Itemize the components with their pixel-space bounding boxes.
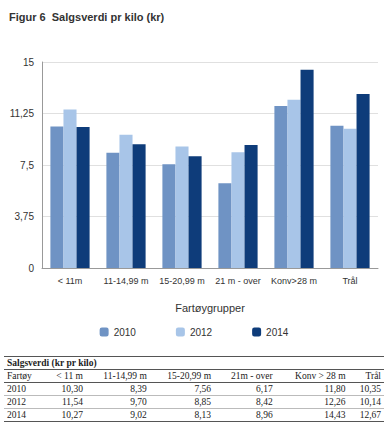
html-text:Trål: Trål [365, 371, 381, 381]
html-text:9,70: 9,70 [130, 397, 147, 407]
html-text:7,56: 7,56 [194, 384, 212, 394]
svg-text:7,5: 7,5 [20, 160, 34, 171]
html-text:12,67: 12,67 [359, 410, 381, 420]
html-text:14,43: 14,43 [324, 410, 346, 420]
html-text:Konv > 28 m: Konv > 28 m [295, 371, 346, 381]
html-text:10,14: 10,14 [359, 397, 381, 407]
svg-text:2012: 2012 [190, 327, 213, 338]
html-text:2010: 2010 [7, 384, 26, 394]
html-text:Fartøy: Fartøy [7, 371, 32, 381]
svg-text:11-14,99 m: 11-14,99 m [104, 276, 149, 286]
html-text:2014: 2014 [7, 410, 26, 420]
html-text:10,27: 10,27 [61, 410, 83, 420]
svg-text:Figur 6 Salgsverdi pr kilo (k: Figur 6 Salgsverdi pr kilo (kr) [9, 11, 165, 23]
html-text:8,39: 8,39 [130, 384, 147, 394]
html-text:6,17: 6,17 [256, 384, 273, 394]
svg-text:2010: 2010 [114, 327, 137, 338]
svg-text:15: 15 [23, 57, 35, 68]
html-text:15-20,99 m: 15-20,99 m [167, 371, 212, 381]
svg-text:Konv>28 m: Konv>28 m [271, 276, 317, 286]
html-text:11,54: 11,54 [61, 397, 83, 407]
html-text:8,85: 8,85 [194, 397, 212, 407]
html-text:11,80: 11,80 [324, 384, 346, 394]
svg-text:< 11m: < 11m [58, 276, 83, 286]
html-text:8,13: 8,13 [194, 410, 212, 420]
html-text:8,96: 8,96 [256, 410, 273, 420]
svg-text:15-20,99 m: 15-20,99 m [159, 276, 205, 286]
html-text:12,26: 12,26 [324, 397, 346, 407]
html-text:< 11 m: < 11 m [56, 371, 83, 381]
svg-text:0: 0 [28, 263, 34, 274]
svg-text:3,75: 3,75 [15, 211, 35, 222]
svg-text:21 m - over: 21 m - over [215, 276, 261, 286]
html-text:10,35: 10,35 [359, 384, 381, 394]
svg-text:Fartøygrupper: Fartøygrupper [175, 302, 245, 314]
html-text:8,42: 8,42 [256, 397, 273, 407]
html-text:Salgsverdi (kr pr kilo): Salgsverdi (kr pr kilo) [7, 358, 97, 368]
html-text:11-14,99 m: 11-14,99 m [103, 371, 147, 381]
html-text:21m - over: 21m - over [231, 371, 273, 381]
svg-text:11,25: 11,25 [10, 108, 35, 119]
svg-text:Trål: Trål [342, 276, 357, 286]
html-text:2012: 2012 [7, 397, 26, 407]
svg-text:2014: 2014 [266, 327, 289, 338]
html-text:9,02: 9,02 [130, 410, 147, 420]
html-text:10,30: 10,30 [61, 384, 83, 394]
